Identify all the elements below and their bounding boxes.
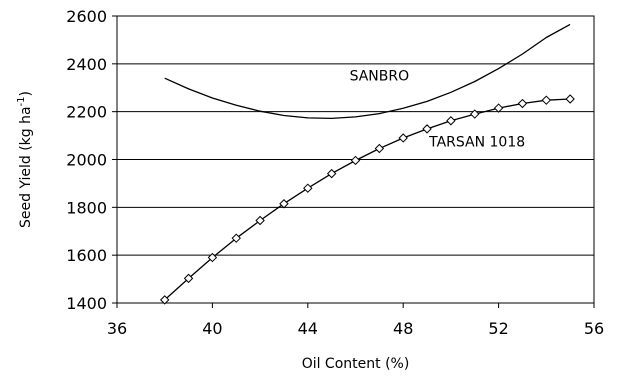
y-tick-label: 2200 bbox=[66, 103, 107, 122]
data-point-tarsan-1018 bbox=[207, 252, 218, 263]
y-tick-label: 2000 bbox=[66, 151, 107, 170]
y-axis-title: Seed Yield (kg ha-1) bbox=[16, 91, 34, 228]
series-line-tarsan-1018 bbox=[164, 98, 571, 301]
series-annotations: SANBRO TARSAN 1018 bbox=[350, 69, 526, 151]
data-point-tarsan-1018 bbox=[279, 199, 289, 209]
series-label: SANBRO bbox=[350, 69, 410, 85]
data-point-tarsan-1018 bbox=[159, 295, 170, 305]
data-point-tarsan-1018 bbox=[303, 183, 313, 193]
y-tick-label: 1800 bbox=[66, 198, 107, 217]
series-label: TARSAN 1018 bbox=[428, 134, 525, 150]
series-line-sanbro bbox=[164, 23, 571, 120]
data-point-tarsan-1018 bbox=[565, 94, 575, 104]
data-point-tarsan-1018 bbox=[470, 109, 480, 119]
data-point-tarsan-1018 bbox=[398, 133, 408, 143]
y-axis-title-main: Seed Yield (kg ha bbox=[18, 106, 34, 228]
y-tick-label: 1400 bbox=[66, 294, 107, 313]
data-point-tarsan-1018 bbox=[255, 215, 265, 226]
y-tick-label: 2400 bbox=[66, 55, 107, 74]
x-tick-label: 48 bbox=[393, 319, 413, 338]
data-point-tarsan-1018 bbox=[231, 233, 241, 243]
data-point-tarsan-1018 bbox=[183, 273, 194, 284]
x-axis-title: Oil Content (%) bbox=[302, 356, 410, 372]
x-axis-ticks: 36 40 44 48 52 56 bbox=[107, 303, 604, 338]
x-tick-label: 40 bbox=[202, 319, 222, 338]
x-tick-label: 44 bbox=[298, 319, 318, 338]
y-axis-title-superscript: -1 bbox=[16, 96, 27, 106]
data-point-tarsan-1018 bbox=[517, 98, 528, 109]
data-point-tarsan-1018 bbox=[541, 95, 552, 105]
y-tick-label: 1600 bbox=[66, 246, 107, 265]
series-group bbox=[159, 23, 575, 305]
y-axis-title-close: ) bbox=[18, 91, 34, 96]
data-point-tarsan-1018 bbox=[493, 103, 504, 113]
x-tick-label: 56 bbox=[584, 319, 604, 338]
x-tick-label: 36 bbox=[107, 319, 127, 338]
data-point-tarsan-1018 bbox=[446, 116, 456, 126]
y-axis-ticks: 1400 1600 1800 2000 2200 2400 2600 bbox=[66, 7, 117, 313]
data-point-tarsan-1018 bbox=[350, 155, 361, 166]
data-point-tarsan-1018 bbox=[374, 143, 385, 154]
y-tick-label: 2600 bbox=[66, 7, 107, 26]
data-point-tarsan-1018 bbox=[422, 124, 432, 134]
data-point-tarsan-1018 bbox=[326, 168, 337, 179]
x-tick-label: 52 bbox=[488, 319, 508, 338]
